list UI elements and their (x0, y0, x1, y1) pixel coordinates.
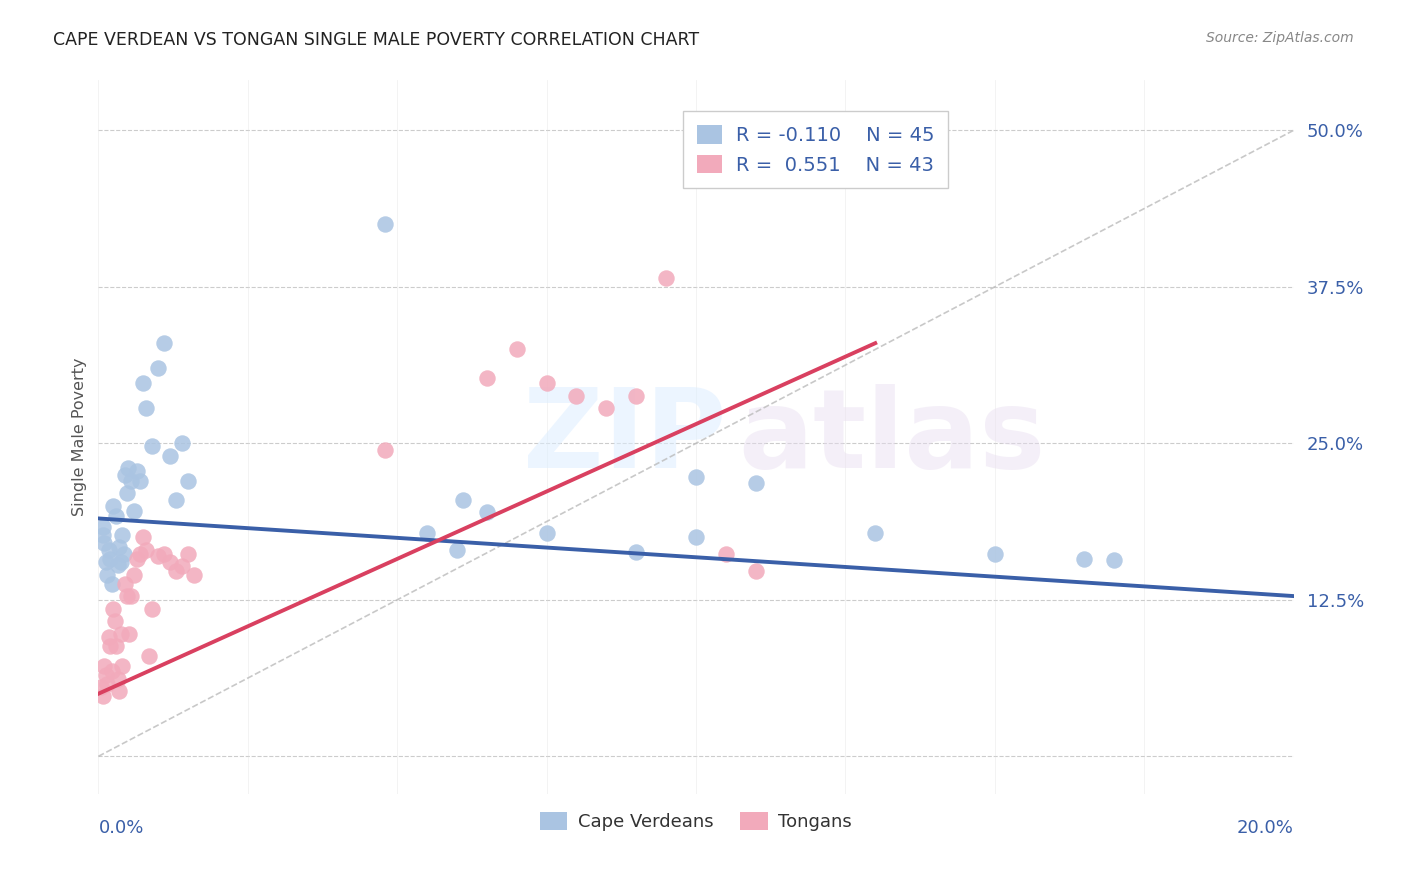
Point (120, 474, 142, 488)
Y-axis label: Single Male Poverty: Single Male Poverty (72, 358, 87, 516)
Point (172, 559, 194, 574)
Point (446, 542, 468, 557)
Point (172, 436, 194, 450)
Point (98, 631, 121, 645)
Point (110, 555, 132, 569)
Point (165, 564, 187, 578)
Point (91, 520, 114, 534)
Point (107, 558, 129, 572)
Point (118, 626, 141, 640)
Point (135, 401, 157, 416)
Point (148, 549, 170, 563)
Point (159, 449, 181, 463)
Point (536, 526, 558, 541)
Text: 20.0%: 20.0% (1237, 819, 1294, 837)
Point (141, 439, 163, 453)
Point (148, 361, 170, 376)
Point (100, 576, 122, 591)
Point (103, 601, 125, 615)
Point (655, 271, 678, 285)
Point (685, 470, 707, 484)
Point (135, 542, 157, 557)
Point (110, 626, 132, 640)
Point (153, 336, 176, 351)
Point (120, 589, 142, 603)
Point (475, 505, 498, 519)
Text: CAPE VERDEAN VS TONGAN SINGLE MALE POVERTY CORRELATION CHART: CAPE VERDEAN VS TONGAN SINGLE MALE POVER… (53, 31, 700, 49)
Text: ZIP: ZIP (523, 384, 725, 491)
Point (714, 547, 737, 561)
Point (104, 614, 127, 628)
Point (132, 530, 155, 544)
Point (124, 567, 146, 582)
Point (91, 527, 114, 541)
Point (91, 690, 114, 704)
Point (984, 547, 1007, 561)
Point (416, 526, 439, 541)
Point (96, 676, 118, 690)
Point (177, 474, 200, 488)
Point (127, 464, 149, 478)
Point (115, 589, 138, 603)
Point (626, 389, 648, 403)
Point (111, 527, 134, 541)
Point (114, 576, 136, 591)
Point (108, 684, 131, 698)
Point (159, 555, 181, 569)
Point (117, 461, 139, 475)
Point (105, 639, 128, 653)
Point (98, 551, 122, 566)
Point (153, 547, 176, 561)
Point (107, 672, 129, 686)
Point (132, 376, 155, 391)
Point (506, 343, 529, 357)
Point (114, 467, 136, 482)
Point (115, 486, 138, 500)
Point (685, 530, 707, 544)
Point (112, 547, 135, 561)
Point (93, 659, 115, 673)
Text: 0.0%: 0.0% (98, 819, 143, 837)
Point (374, 217, 396, 231)
Point (90, 681, 112, 695)
Point (96, 567, 118, 582)
Text: atlas: atlas (738, 384, 1045, 491)
Point (1104, 553, 1126, 567)
Point (124, 504, 146, 518)
Point (165, 492, 187, 507)
Point (103, 499, 125, 513)
Point (745, 476, 768, 491)
Point (374, 442, 396, 457)
Point (108, 541, 131, 555)
Point (127, 551, 149, 566)
Point (451, 492, 474, 507)
Point (565, 389, 588, 403)
Point (129, 474, 152, 488)
Point (536, 376, 558, 391)
Point (101, 664, 124, 678)
Point (595, 401, 617, 416)
Point (94, 555, 117, 569)
Point (177, 547, 200, 561)
Text: Source: ZipAtlas.com: Source: ZipAtlas.com (1206, 31, 1354, 45)
Point (129, 547, 152, 561)
Point (93, 536, 115, 550)
Point (111, 659, 134, 673)
Point (865, 526, 887, 541)
Point (745, 564, 768, 578)
Point (94, 668, 117, 682)
Point (98, 639, 122, 653)
Point (183, 567, 205, 582)
Point (475, 371, 498, 385)
Point (1073, 551, 1095, 566)
Legend: Cape Verdeans, Tongans: Cape Verdeans, Tongans (533, 805, 859, 838)
Point (141, 601, 163, 615)
Point (105, 508, 128, 523)
Point (138, 649, 160, 664)
Point (98, 542, 121, 557)
Point (626, 545, 648, 559)
